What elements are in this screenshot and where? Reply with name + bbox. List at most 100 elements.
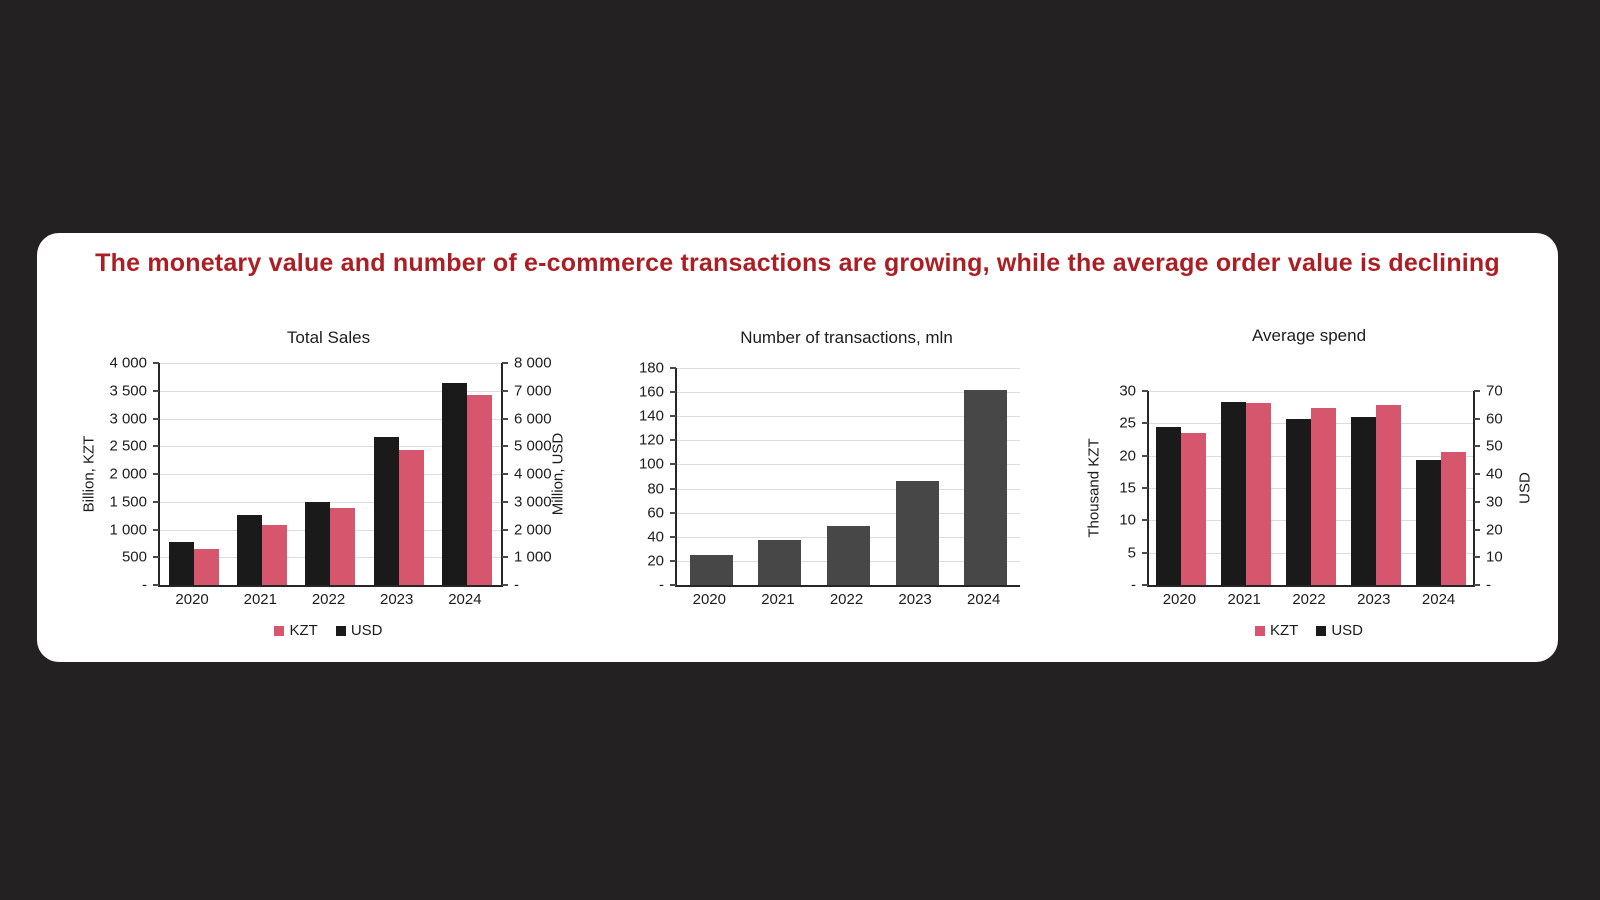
legend-marker-usd: [335, 625, 346, 636]
gridline: [677, 488, 1020, 490]
tick-mark-right: [1474, 473, 1480, 476]
chart-average-spend: Average spend Thousand KZT USD 30 25 20 15 1…: [37, 233, 1558, 662]
tick-mark-right: [502, 473, 508, 475]
gridline: [677, 368, 1020, 369]
tick-label-left: 60: [647, 504, 664, 522]
plot-area-total-sales: 4 000 3 500 3 000 2 500 2 000 1 500 1 000 500 - 8…: [109, 355, 551, 594]
bar-transactions-2021: [758, 540, 802, 585]
x-axis-labels-total-sales: 2020 2021 2022 2023 2024: [158, 591, 499, 611]
x-axis-labels-transactions: 2020 2021 2022 2023 2024: [675, 591, 1018, 611]
bar-kzt-2023: [398, 449, 424, 585]
tick-mark-left: [670, 367, 676, 369]
tick-label-right: 10: [1486, 548, 1503, 566]
tick-label-right: 3 000: [514, 493, 552, 511]
bar-group-2021: [1214, 391, 1279, 585]
tick-label-left: 3 500: [109, 382, 147, 400]
bar-kzt-2024: [466, 394, 492, 585]
legend-label-kzt: KZT: [289, 622, 318, 639]
tick-label-left: 30: [1119, 382, 1136, 400]
tick-mark-left: [670, 439, 676, 442]
x-label-2023: 2023: [380, 591, 414, 608]
tick-label-left: 20: [1119, 447, 1136, 465]
bar-group-2024: [433, 363, 501, 585]
tick-mark-right: [1474, 556, 1480, 559]
bar-group-2021: [746, 368, 815, 585]
tick-label-left: 5: [1127, 544, 1136, 562]
tick-mark-left: [670, 535, 676, 538]
bar-group-2022: [814, 368, 883, 585]
tick-mark-right: [502, 584, 508, 586]
tick-label-right: 5 000: [514, 437, 552, 455]
gridline: [160, 474, 501, 475]
tick-label-right: 30: [1486, 493, 1503, 511]
gridline: [160, 363, 501, 364]
chart-title-total-sales: Total Sales: [286, 328, 371, 347]
bar-usd-2023: [373, 437, 399, 585]
tick-label-left: 80: [647, 480, 664, 498]
tick-label-left: 2 500: [109, 437, 147, 455]
bar-transactions-2023: [895, 481, 939, 585]
bar-transactions-2024: [964, 389, 1008, 585]
tick-mark-left: [153, 584, 159, 586]
gridline: [160, 418, 501, 420]
legend-item-kzt: KZT: [274, 622, 318, 639]
tick-mark-left: [670, 391, 676, 394]
tick-mark-right: [1474, 390, 1480, 392]
tick-label-left: 40: [647, 528, 664, 546]
tick-label-right: 20: [1486, 521, 1503, 539]
bar-kzt-2020: [194, 549, 220, 585]
bar-usd-2021: [237, 515, 263, 585]
tick-label-right: -: [514, 576, 519, 594]
bar-kzt-2021: [1246, 402, 1272, 585]
x-label-2024: 2024: [1421, 591, 1456, 608]
legend-marker-kzt: [274, 625, 285, 636]
tick-mark-right: [502, 556, 508, 559]
tick-mark-left: [1142, 454, 1148, 457]
legend-total-sales: KZT USD: [158, 622, 499, 639]
bar-group-2022: [296, 363, 364, 585]
tick-label-left: 1 000: [109, 521, 147, 538]
tick-label-right: 1 000: [514, 548, 552, 566]
bar-transactions-2022: [826, 525, 870, 585]
gridline: [677, 440, 1020, 442]
bar-group-2020: [160, 363, 228, 585]
bar-transactions-2020: [689, 554, 733, 585]
tick-mark-right: [502, 417, 508, 420]
x-label-2020: 2020: [175, 591, 209, 608]
bar-usd-2022: [305, 501, 331, 585]
legend-label-usd: USD: [350, 622, 383, 639]
legend-item-kzt: KZT: [1254, 622, 1299, 639]
axis-title-usd: USD: [1516, 472, 1534, 504]
legend-label-kzt: KZT: [1269, 622, 1299, 639]
tick-label-right: 70: [1486, 382, 1503, 400]
bar-group-2023: [883, 368, 952, 585]
bar-kzt-2022: [1310, 407, 1336, 585]
x-label-2023: 2023: [1357, 591, 1391, 608]
tick-label-right: 8 000: [514, 354, 552, 372]
tick-label-left: -: [659, 576, 664, 594]
tick-label-right: 2 000: [514, 521, 552, 538]
gridline: [160, 390, 501, 392]
tick-mark-right: [502, 500, 508, 503]
x-label-2022: 2022: [829, 591, 864, 608]
plot-area-transactions: 180 160 140 120 100 80 60 40 20 -: [639, 360, 1020, 594]
tick-mark-left: [1142, 422, 1148, 425]
tick-mark-right: [1474, 528, 1480, 531]
legend-label-usd: USD: [1331, 622, 1363, 639]
bar-kzt-2020: [1181, 433, 1207, 585]
tick-label-left: 1 500: [109, 493, 147, 511]
gridline: [160, 501, 501, 503]
gridline: [160, 446, 501, 448]
gridline: [677, 512, 1020, 514]
tick-label-left: 100: [638, 455, 664, 473]
tick-mark-right: [502, 362, 508, 364]
legend-marker-usd: [1316, 625, 1327, 636]
bar-group-2022: [1279, 391, 1344, 585]
bar-group-2020: [1149, 391, 1214, 585]
tick-mark-left: [1142, 584, 1148, 586]
tick-label-right: 6 000: [514, 410, 552, 427]
tick-label-left: 10: [1119, 511, 1136, 529]
tick-mark-right: [502, 528, 508, 531]
tick-mark-left: [153, 389, 159, 392]
tick-mark-right: [502, 445, 508, 448]
